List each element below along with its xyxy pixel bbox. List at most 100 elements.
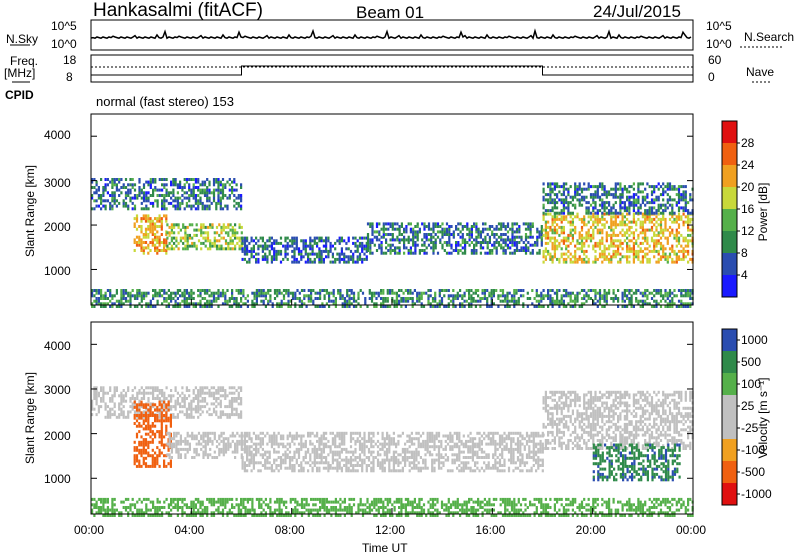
power-cell	[170, 191, 173, 195]
power-cell	[508, 291, 511, 295]
power-cell	[151, 241, 154, 244]
power-cell	[206, 186, 209, 189]
velocity-cell	[273, 458, 276, 462]
power-cell	[605, 220, 608, 224]
power-cell	[535, 294, 538, 298]
velocity-cell	[343, 439, 346, 443]
velocity-cell	[220, 434, 223, 438]
power-cell	[571, 299, 574, 303]
power-cell	[536, 230, 539, 234]
power-cell	[422, 305, 426, 308]
power-cell	[224, 183, 227, 187]
power-cell	[621, 297, 624, 300]
power-cell	[163, 201, 166, 205]
velocity-cell	[154, 456, 157, 460]
power-cell	[641, 220, 644, 224]
power-cell	[601, 252, 604, 256]
velocity-cell	[338, 466, 341, 470]
power-cell	[363, 247, 366, 251]
power-cell	[113, 180, 116, 184]
power-cell	[124, 289, 128, 292]
power-cell	[215, 247, 219, 251]
velocity-cell	[300, 469, 303, 473]
power-cell	[113, 191, 116, 195]
power-cell	[574, 252, 577, 256]
power-cell	[680, 193, 683, 197]
power-cell	[497, 222, 501, 226]
power-cell	[138, 294, 141, 298]
power-cell	[395, 302, 398, 306]
power-cell	[93, 191, 96, 195]
power-cell	[192, 188, 195, 192]
power-cell	[404, 299, 407, 303]
power-cell	[635, 289, 638, 292]
velocity-cell	[340, 437, 343, 441]
velocity-cell	[170, 456, 173, 459]
power-cell	[587, 187, 590, 191]
power-cell	[637, 211, 640, 215]
power-cell	[209, 247, 212, 251]
velocity-cell	[229, 434, 232, 438]
power-cell	[635, 193, 638, 197]
power-cell	[553, 187, 556, 191]
power-cell	[524, 233, 528, 236]
power-cell	[538, 294, 541, 298]
power-cell	[160, 225, 163, 228]
velocity-cell	[152, 389, 155, 392]
power-cell	[246, 239, 249, 243]
power-cell	[252, 244, 255, 248]
power-cell	[215, 178, 218, 181]
power-cell	[632, 195, 635, 199]
power-cell	[544, 228, 547, 232]
power-cell	[657, 239, 660, 243]
velocity-cell	[275, 450, 278, 454]
power-cell	[562, 239, 565, 243]
power-cell	[524, 246, 528, 250]
power-cell	[592, 195, 595, 199]
power-cell	[307, 299, 310, 303]
power-cell	[156, 251, 159, 255]
power-cell	[598, 247, 602, 251]
power-cell	[197, 302, 200, 306]
power-cell	[304, 249, 307, 253]
power-cell	[414, 241, 417, 244]
power-cell	[657, 241, 660, 245]
velocity-cell	[277, 450, 280, 454]
power-cell	[662, 247, 665, 251]
velocity-cell	[282, 434, 285, 438]
power-cell	[373, 235, 376, 239]
power-cell	[197, 178, 200, 181]
power-cell	[562, 185, 565, 189]
velocity-cell	[363, 445, 366, 449]
power-cell	[644, 233, 647, 237]
power-cell	[208, 191, 211, 195]
velocity-cell	[163, 400, 166, 404]
power-cell	[594, 215, 597, 219]
velocity-cell	[140, 405, 143, 409]
power-cell	[385, 222, 388, 226]
velocity-cell	[331, 439, 334, 443]
velocity-cell	[115, 386, 118, 390]
velocity-cell	[95, 402, 98, 406]
power-cell	[211, 225, 214, 229]
power-cell	[185, 289, 188, 292]
power-cell	[637, 255, 640, 259]
power-cell	[176, 183, 179, 187]
power-cell	[212, 297, 216, 300]
power-cell	[470, 302, 473, 306]
velocity-cell	[277, 469, 280, 473]
velocity-cell	[349, 439, 353, 443]
power-cell	[413, 302, 416, 306]
power-cell	[405, 225, 408, 228]
power-cell	[556, 294, 559, 298]
power-cell	[644, 228, 647, 232]
velocity-cell	[166, 453, 169, 457]
velocity-cell	[181, 391, 184, 395]
power-cell	[592, 289, 595, 292]
power-cell	[484, 238, 487, 242]
power-cell	[608, 225, 611, 229]
velocity-cell	[349, 437, 353, 441]
power-cell	[551, 302, 554, 306]
power-cell	[473, 238, 476, 242]
power-cell	[623, 305, 626, 308]
